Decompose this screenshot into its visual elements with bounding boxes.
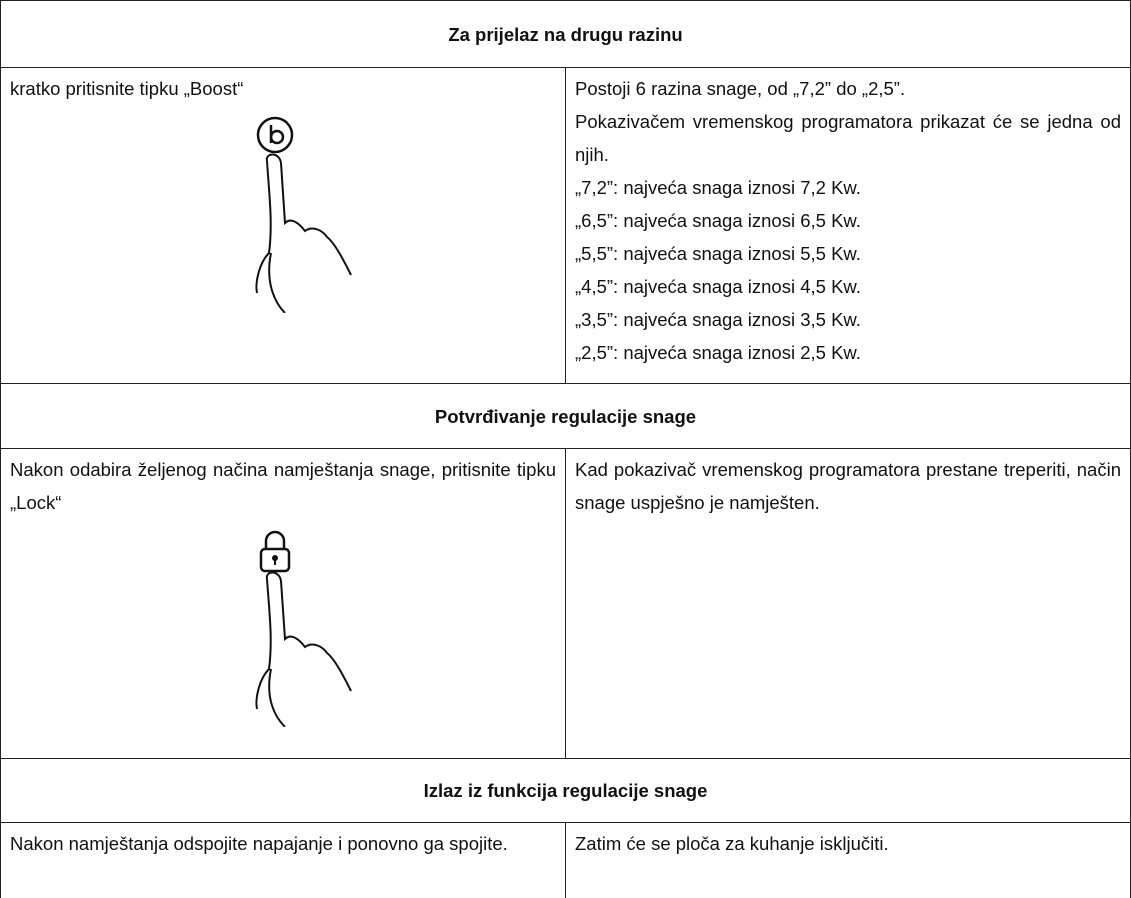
boost-icon [255,116,352,313]
left-cell: Nakon odabira željenog načina namještanj… [0,448,566,759]
line: „2,5”: najveća snaga iznosi 2,5 Kw. [575,342,861,363]
line: „4,5”: najveća snaga iznosi 4,5 Kw. [575,276,861,297]
line: Kad pokazivač vremenskog programatora pr… [575,459,1121,513]
instruction: kratko pritisnite tipku „Boost“ [10,78,244,99]
line: Postoji 6 razina snage, od „7,2” do „2,5… [575,78,906,99]
left-cell: Nakon namještanja odspojite napajanje i … [0,822,566,898]
line: „6,5”: najveća snaga iznosi 6,5 Kw. [575,210,861,231]
line: Zatim će se ploča za kuhanje isključiti. [575,833,889,854]
instruction: Nakon odabira željenog načina namještanj… [10,459,556,513]
section-title: Potvrđivanje regulacije snage [0,383,1131,449]
line: „5,5”: najveća snaga iznosi 5,5 Kw. [575,243,861,264]
line: Pokazivačem vremenskog programatora prik… [575,111,1121,165]
left-cell: kratko pritisnite tipku „Boost“ [0,67,566,384]
right-cell: Postoji 6 razina snage, od „7,2” do „2,5… [565,67,1131,384]
right-cell: Zatim će se ploča za kuhanje isključiti. [565,822,1131,898]
line: „7,2”: najveća snaga iznosi 7,2 Kw. [575,177,861,198]
right-cell: Kad pokazivač vremenskog programatora pr… [565,448,1131,759]
section-title: Za prijelaz na drugu razinu [0,0,1131,68]
lock-icon [255,530,352,727]
line: „3,5”: najveća snaga iznosi 3,5 Kw. [575,309,861,330]
instruction: Nakon namještanja odspojite napajanje i … [10,833,508,854]
section-title: Izlaz iz funkcija regulacije snage [0,758,1131,823]
